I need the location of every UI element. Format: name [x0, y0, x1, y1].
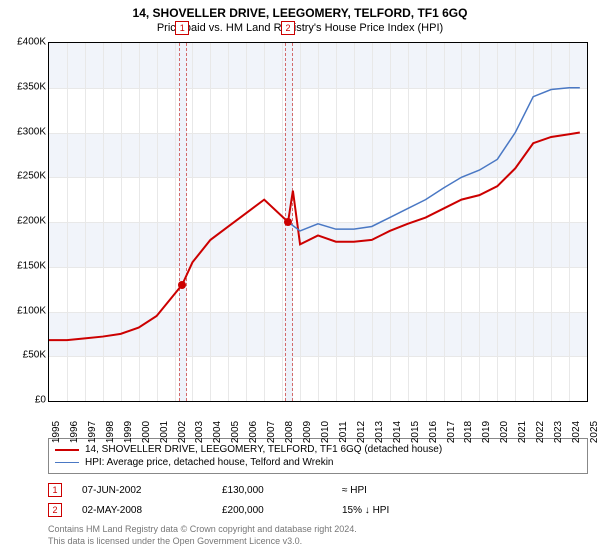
x-axis-label: 1999	[123, 421, 134, 443]
legend-swatch	[55, 462, 79, 463]
x-axis-label: 2016	[428, 421, 439, 443]
footer-line-2: This data is licensed under the Open Gov…	[48, 536, 357, 548]
x-axis-label: 2007	[266, 421, 277, 443]
legend-label: 14, SHOVELLER DRIVE, LEEGOMERY, TELFORD,…	[85, 444, 442, 455]
sale-hpi-delta: 15% ↓ HPI	[342, 505, 442, 516]
x-axis-label: 1996	[69, 421, 80, 443]
x-axis-label: 2004	[212, 421, 223, 443]
x-axis-label: 2010	[320, 421, 331, 443]
chart-subtitle: Price paid vs. HM Land Registry's House …	[0, 20, 600, 34]
sale-dot	[284, 218, 292, 226]
y-axis-label: £100K	[17, 305, 46, 316]
footer-line-1: Contains HM Land Registry data © Crown c…	[48, 524, 357, 536]
x-axis-label: 2018	[463, 421, 474, 443]
x-axis-label: 2009	[302, 421, 313, 443]
legend-label: HPI: Average price, detached house, Telf…	[85, 457, 334, 468]
x-axis-label: 2000	[141, 421, 152, 443]
legend-box: 14, SHOVELLER DRIVE, LEEGOMERY, TELFORD,…	[48, 438, 588, 474]
sale-hpi-delta: ≈ HPI	[342, 485, 442, 496]
x-axis-label: 2006	[248, 421, 259, 443]
sales-table-row: 1 07-JUN-2002 £130,000 ≈ HPI	[48, 480, 588, 500]
x-axis-label: 2001	[159, 421, 170, 443]
footer-text: Contains HM Land Registry data © Crown c…	[48, 524, 357, 547]
sale-number-badge: 2	[48, 503, 62, 517]
sale-price: £130,000	[222, 485, 322, 496]
sale-date: 02-MAY-2008	[82, 505, 202, 516]
x-axis-label: 1995	[51, 421, 62, 443]
series-line-property	[49, 133, 580, 341]
x-axis-label: 2020	[499, 421, 510, 443]
x-axis-label: 2025	[589, 421, 600, 443]
x-axis-label: 2012	[356, 421, 367, 443]
sale-marker-badge: 2	[281, 21, 295, 35]
chart-container: 14, SHOVELLER DRIVE, LEEGOMERY, TELFORD,…	[0, 0, 600, 560]
sale-price: £200,000	[222, 505, 322, 516]
x-axis-label: 2008	[284, 421, 295, 443]
x-axis-label: 2024	[571, 421, 582, 443]
x-axis-label: 1997	[87, 421, 98, 443]
chart-lines-svg	[49, 43, 587, 401]
x-axis-label: 2002	[177, 421, 188, 443]
series-line-hpi	[288, 88, 580, 231]
x-axis-label: 2023	[553, 421, 564, 443]
y-axis-label: £250K	[17, 171, 46, 182]
x-axis-label: 2014	[392, 421, 403, 443]
legend-row: HPI: Average price, detached house, Telf…	[55, 456, 581, 469]
y-axis-label: £150K	[17, 260, 46, 271]
x-axis-label: 2015	[410, 421, 421, 443]
chart-plot-area: 12	[48, 42, 588, 402]
sale-marker-badge: 1	[175, 21, 189, 35]
y-axis-label: £50K	[23, 350, 46, 361]
legend-swatch	[55, 449, 79, 451]
x-axis-label: 2011	[338, 421, 349, 443]
x-axis-label: 2021	[517, 421, 528, 443]
sale-date: 07-JUN-2002	[82, 485, 202, 496]
y-axis-label: £350K	[17, 81, 46, 92]
x-axis-label: 2003	[194, 421, 205, 443]
y-axis-label: £200K	[17, 216, 46, 227]
sales-table: 1 07-JUN-2002 £130,000 ≈ HPI 2 02-MAY-2008 £20…	[48, 480, 588, 520]
x-axis-label: 2013	[374, 421, 385, 443]
sale-number-badge: 1	[48, 483, 62, 497]
chart-title: 14, SHOVELLER DRIVE, LEEGOMERY, TELFORD,…	[0, 0, 600, 20]
y-axis-label: £0	[35, 395, 46, 406]
legend-row: 14, SHOVELLER DRIVE, LEEGOMERY, TELFORD,…	[55, 443, 581, 456]
sale-dot	[178, 281, 186, 289]
x-axis-label: 2005	[230, 421, 241, 443]
x-axis-label: 2017	[446, 421, 457, 443]
y-axis-label: £400K	[17, 37, 46, 48]
x-axis-label: 1998	[105, 421, 116, 443]
x-axis-label: 2022	[535, 421, 546, 443]
y-axis-label: £300K	[17, 126, 46, 137]
sales-table-row: 2 02-MAY-2008 £200,000 15% ↓ HPI	[48, 500, 588, 520]
x-axis-label: 2019	[481, 421, 492, 443]
